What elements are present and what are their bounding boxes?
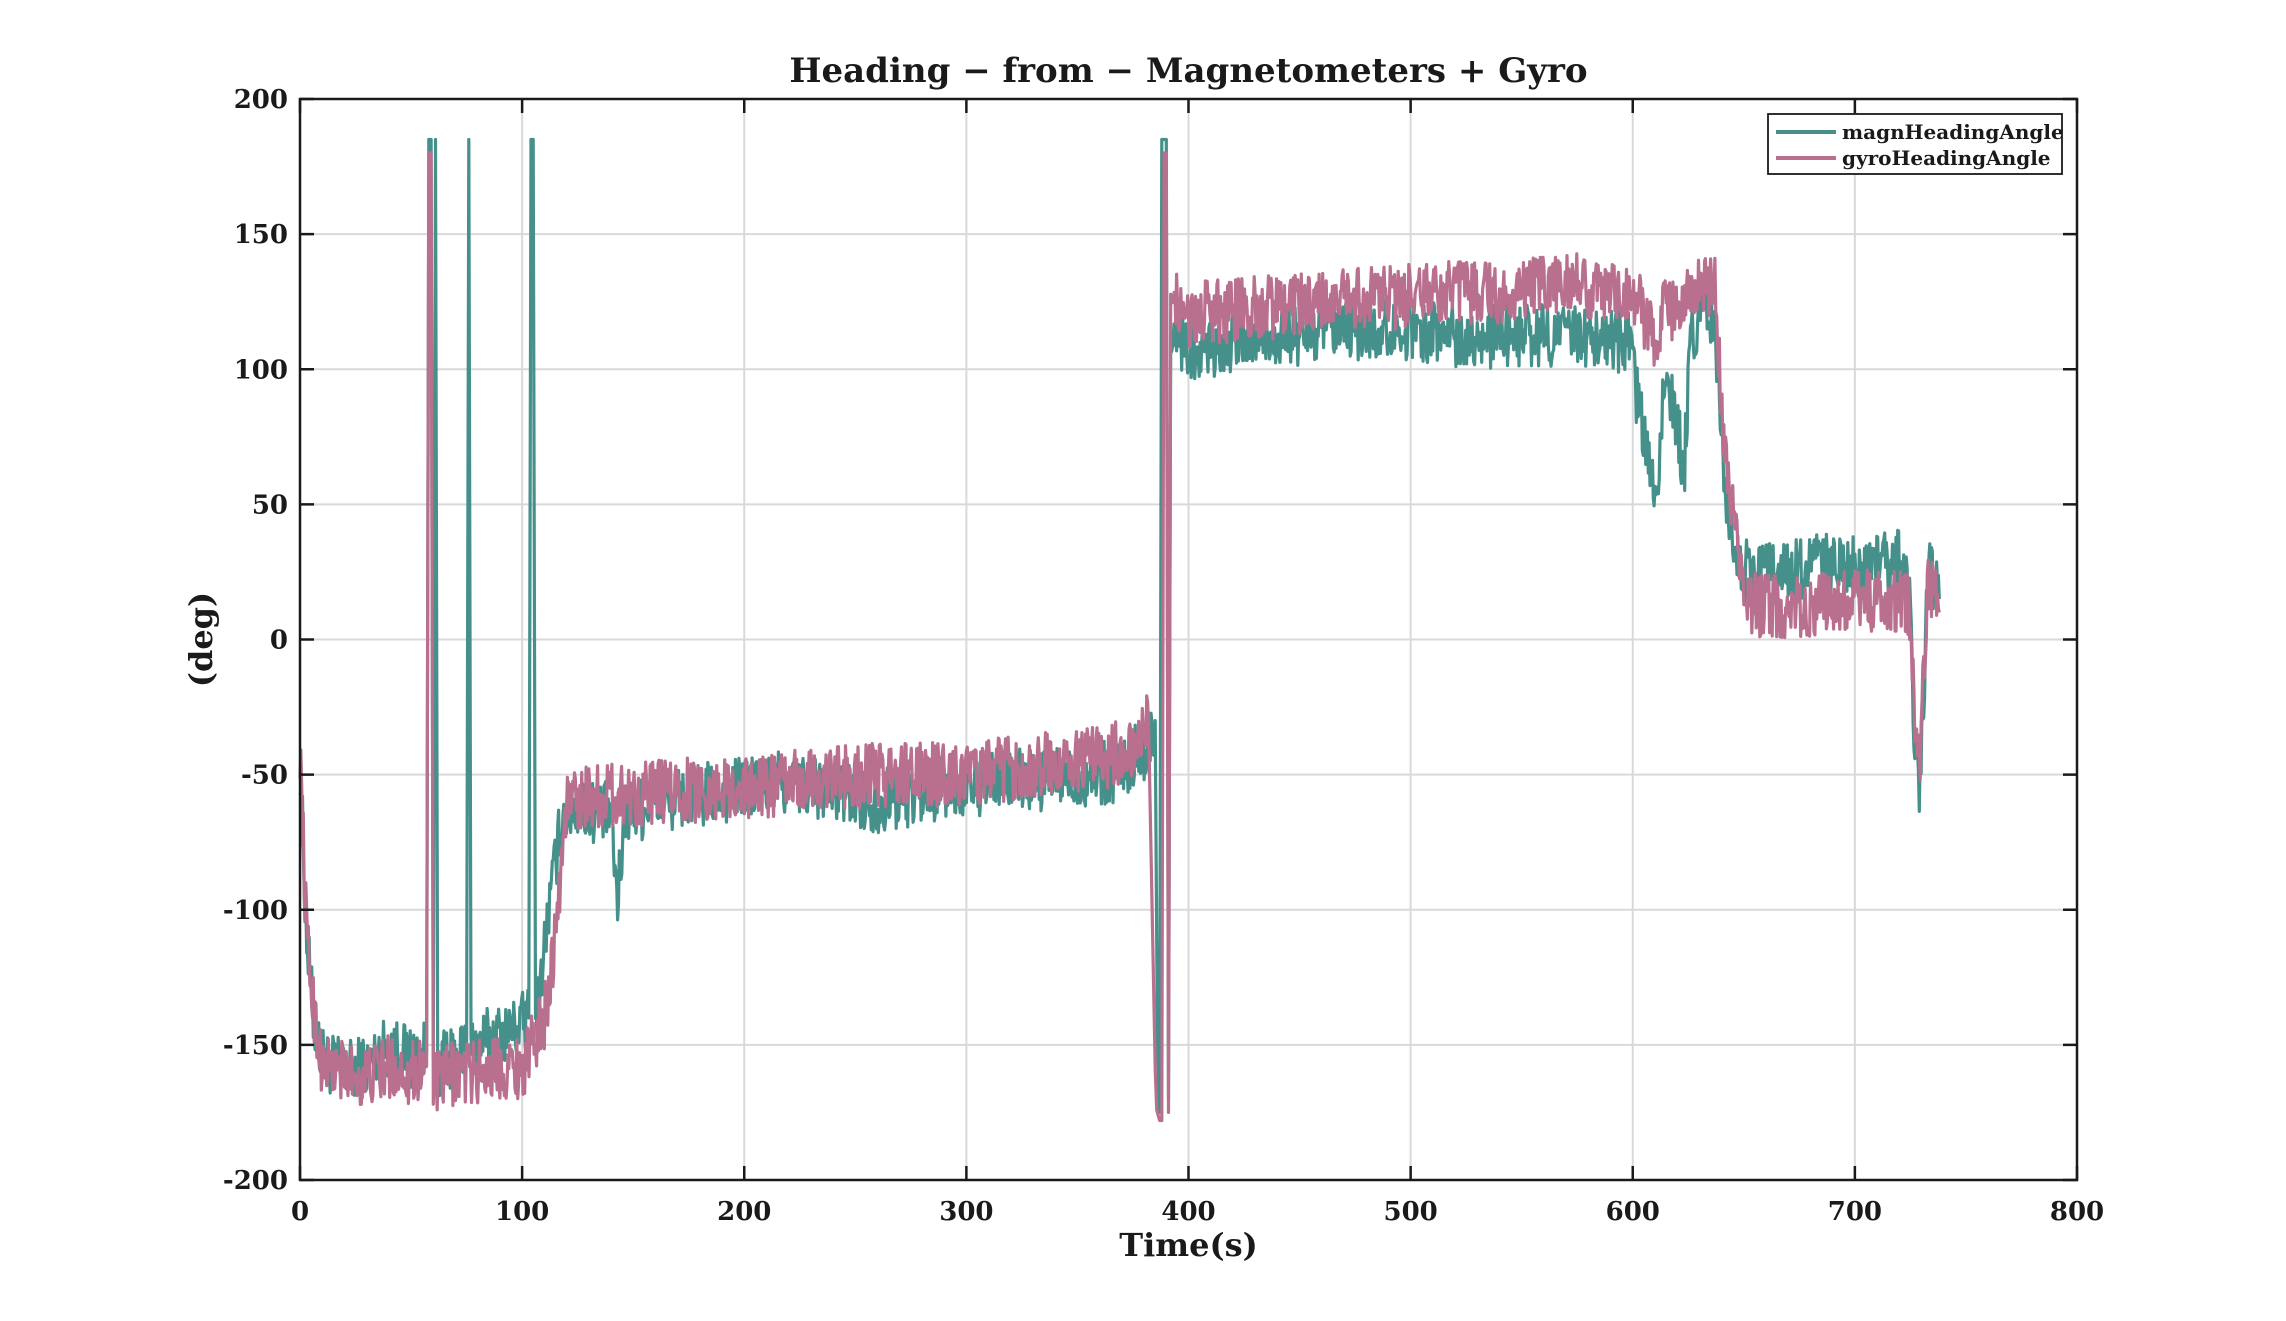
y-tick-label: -50 [241, 761, 288, 791]
y-tick-label: -100 [223, 896, 288, 926]
y-tick-label: -150 [223, 1031, 288, 1061]
x-tick-label: 600 [1606, 1197, 1660, 1227]
y-tick-label: 100 [234, 355, 288, 385]
axis-ticks [298, 97, 2079, 1182]
y-tick-label: 0 [270, 626, 288, 656]
x-tick-label: 300 [939, 1197, 993, 1227]
y-tick-label: -200 [223, 1166, 288, 1196]
y-tick-label: 50 [252, 490, 288, 520]
x-axis-title: Time(s) [1119, 1226, 1257, 1264]
x-tick-label: 100 [495, 1197, 549, 1227]
x-tick-label: 800 [2050, 1197, 2104, 1227]
y-tick-labels: 200 150 100 50 0 -50 -100 -150 -200 [223, 85, 288, 1196]
legend-label: gyroHeadingAngle [1842, 146, 2051, 170]
series-line-gyroHeadingAngle [298, 151, 1941, 1123]
x-tick-label: 500 [1383, 1197, 1437, 1227]
x-tick-label: 700 [1828, 1197, 1882, 1227]
grid-lines [299, 98, 2078, 1181]
series-lines [298, 137, 1941, 1123]
x-tick-label: 400 [1161, 1197, 1215, 1227]
chart-title: Heading − from − Magnetometers + Gyro [789, 51, 1587, 91]
legend-label: magnHeadingAngle [1842, 120, 2064, 144]
x-tick-label: 200 [717, 1197, 771, 1227]
y-tick-label: 150 [234, 220, 288, 250]
y-tick-label: 200 [234, 85, 288, 115]
x-tick-labels: 0 100 200 300 400 500 600 700 800 [291, 1197, 2104, 1227]
x-tick-label: 0 [291, 1197, 309, 1227]
legend-box [1767, 113, 2063, 175]
y-axis-title: (deg) [182, 592, 220, 687]
